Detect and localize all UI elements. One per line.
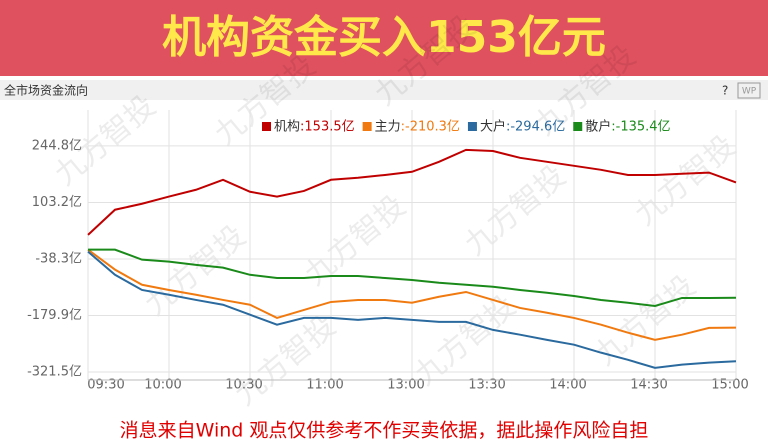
x-tick-label: 09:30: [87, 378, 124, 393]
banner: [0, 0, 768, 76]
panel-title: 全市场资金流向: [4, 83, 88, 98]
legend-value: :-294.6亿: [506, 120, 565, 135]
watermark: 九方智投: [228, 309, 342, 413]
panel-header: [0, 80, 768, 100]
banner-title: 机构资金买入153亿元: [162, 12, 606, 63]
x-tick-label: 11:00: [306, 378, 343, 393]
x-tick-label: 13:00: [387, 378, 424, 393]
series-line: [87, 248, 737, 341]
legend-value: :-135.4亿: [611, 120, 670, 135]
badge-box: [737, 82, 761, 99]
x-tick-label: 14:30: [630, 378, 667, 393]
series-line: [88, 248, 737, 307]
legend-swatch: [573, 122, 583, 131]
legend-name: 机构: [274, 120, 300, 135]
watermark: 九方智投: [628, 129, 742, 233]
legend-swatch: [362, 122, 372, 131]
y-tick-label: 103.2亿: [32, 195, 82, 210]
series-line: [87, 250, 737, 369]
watermark: 九方智投: [588, 269, 702, 373]
x-tick-label: 13:30: [468, 378, 505, 393]
legend-name: 大户: [480, 119, 506, 135]
legend-name: 散户: [585, 119, 611, 135]
x-tick-label: 10:30: [225, 378, 262, 393]
watermark: 九方智投: [458, 159, 572, 263]
y-tick-label: -321.5亿: [27, 365, 82, 380]
x-tick-label: 14:00: [549, 378, 586, 393]
y-tick-label: 244.8亿: [32, 138, 82, 153]
legend-name: 主力: [375, 120, 401, 135]
y-tick-label: -179.9亿: [27, 308, 82, 323]
badge: WP: [742, 87, 757, 97]
legend-swatch: [262, 122, 271, 131]
x-tick-label: 15:00: [711, 378, 748, 393]
legend-value: :-210.3亿: [401, 120, 460, 135]
y-tick-label: -38.3亿: [35, 251, 82, 266]
footer: 消息来自Wind 观点仅供参考不作买卖依据，据此操作风险自担: [120, 420, 649, 442]
series-line: [87, 148, 737, 236]
legend-swatch: [467, 122, 477, 131]
x-tick-label: 10:00: [144, 378, 181, 393]
help[interactable]: ?: [722, 84, 728, 98]
legend-value: :153.5亿: [300, 120, 355, 135]
